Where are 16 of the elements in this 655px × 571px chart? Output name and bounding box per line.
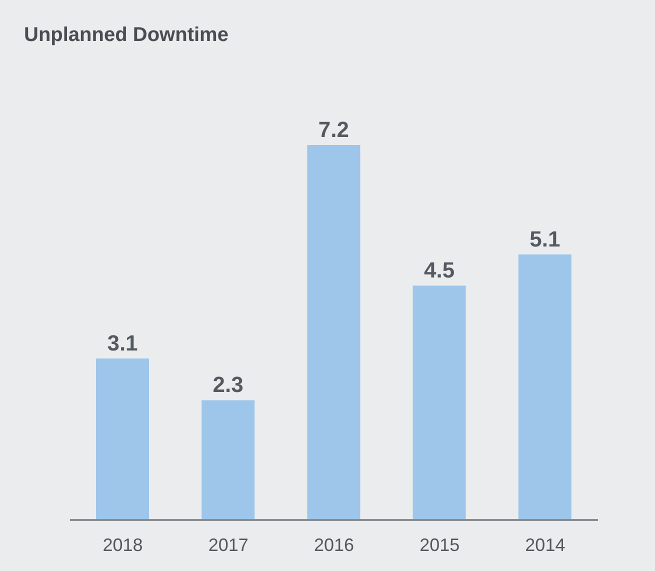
x-tick-label: 2016 — [314, 534, 354, 555]
chart-title: Unplanned Downtime — [24, 24, 228, 47]
x-tick-label: 2014 — [525, 534, 566, 555]
bar — [412, 286, 466, 520]
bar — [307, 145, 360, 520]
data-label: 5.1 — [530, 226, 560, 252]
x-tick-label: 2015 — [420, 534, 460, 555]
bar — [96, 358, 149, 520]
x-tick-label: 2018 — [102, 534, 143, 555]
bar — [202, 400, 255, 520]
bar — [518, 254, 572, 520]
data-label: 3.1 — [107, 330, 138, 356]
data-label: 4.5 — [424, 258, 455, 283]
x-tick-label: 2017 — [208, 534, 248, 555]
data-label: 7.2 — [318, 117, 349, 142]
data-label: 2.3 — [212, 372, 244, 398]
